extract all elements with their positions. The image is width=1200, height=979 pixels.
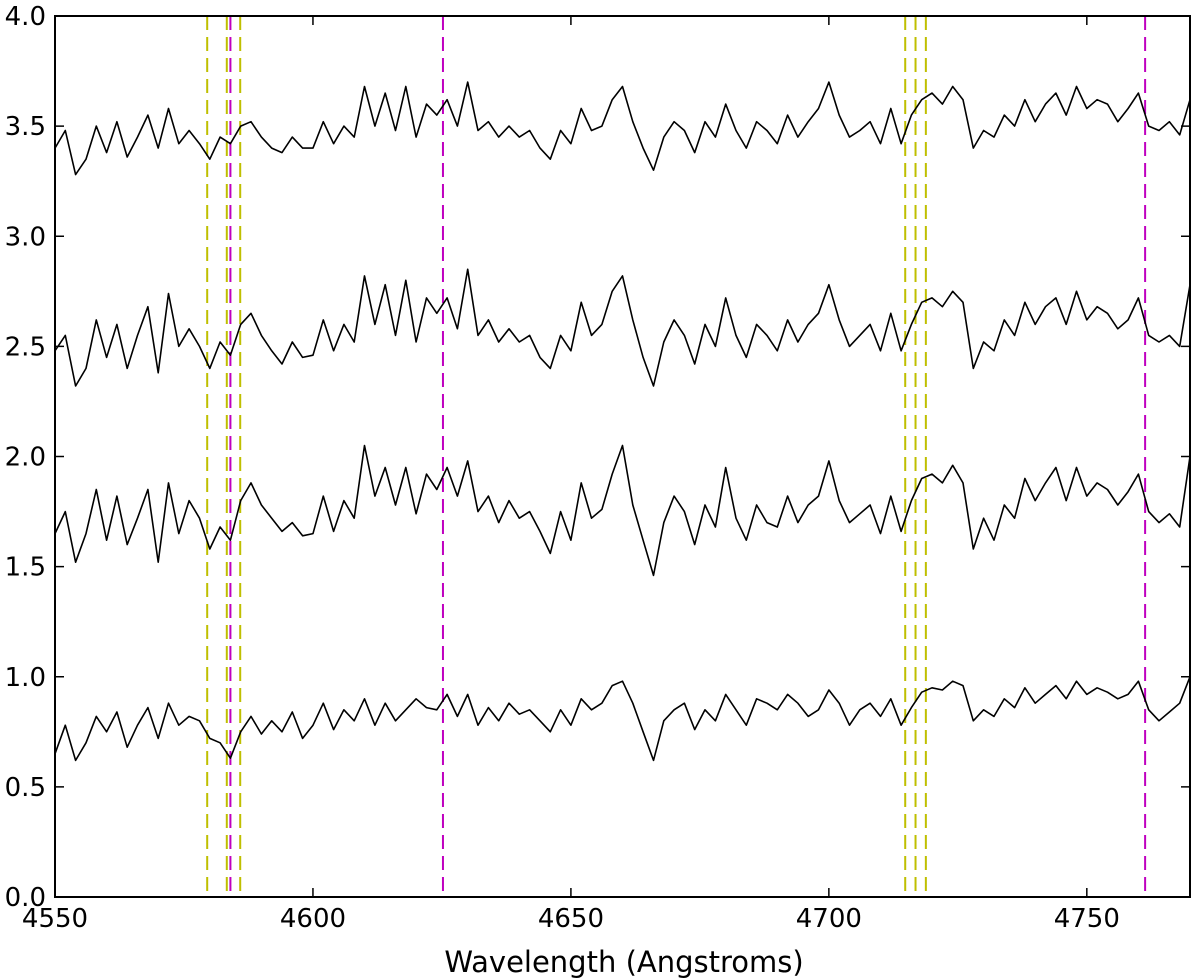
spectrum-series xyxy=(54,81,1191,762)
plot-frame xyxy=(54,15,1191,898)
y-tick-label: 0.0 xyxy=(5,883,46,913)
x-tick-label: 4550 xyxy=(22,904,88,934)
y-tick-label: 3.5 xyxy=(5,112,46,142)
spectrum-line-3 xyxy=(54,81,1191,176)
y-tick-label: 0.5 xyxy=(5,773,46,803)
spectrum-line-2 xyxy=(54,268,1191,387)
y-tick-label: 2.0 xyxy=(5,443,46,473)
x-tick-label: 4750 xyxy=(1054,904,1120,934)
reference-lines xyxy=(206,16,1147,897)
spectrum-line-1 xyxy=(54,444,1191,577)
axis-ticks: 4550 4600 4650 4700 4750 0.0 0.5 1.0 1.5 2.0 2.5 3.… xyxy=(5,2,1190,934)
y-tick-label: 1.0 xyxy=(5,663,46,693)
spectrum-line-0 xyxy=(54,676,1191,762)
x-tick-label: 4700 xyxy=(796,904,862,934)
y-tick-label: 1.5 xyxy=(5,553,46,583)
x-axis-label: Wavelength (Angstroms) xyxy=(444,945,803,979)
y-tick-label: 2.5 xyxy=(5,332,46,362)
x-tick-label: 4600 xyxy=(280,904,346,934)
y-tick-label: 4.0 xyxy=(5,2,46,32)
x-tick-label: 4650 xyxy=(538,904,604,934)
y-tick-label: 3.0 xyxy=(5,222,46,252)
